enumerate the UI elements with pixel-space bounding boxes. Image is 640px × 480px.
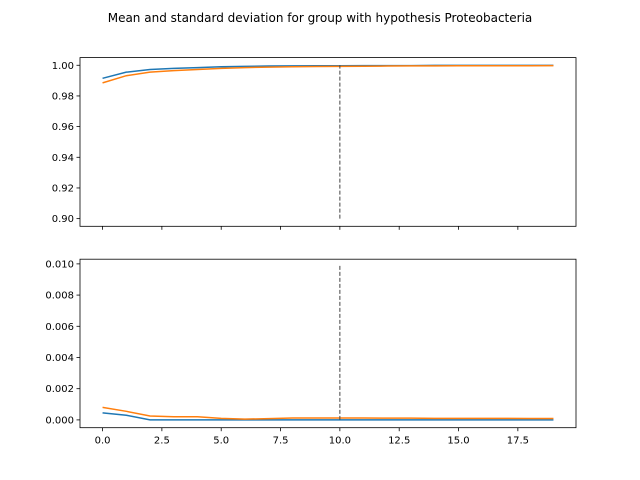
x-tick-label: 0.0 (95, 436, 111, 447)
x-tick-label: 7.5 (273, 436, 289, 447)
x-tick-label: 2.5 (154, 436, 170, 447)
y-tick-label: 0.006 (45, 322, 74, 333)
y-tick-label: 0.010 (45, 259, 74, 270)
y-tick-label: 0.004 (45, 353, 74, 364)
x-tick-label: 17.5 (507, 436, 529, 447)
series-line-2 (102, 64, 554, 84)
y-tick-label: 0.90 (52, 214, 74, 225)
bottom-panel: 0.000 0.002 0.004 0.006 0.008 0.010 0.0 2.5 5.0 7… (45, 258, 577, 447)
y-tick-label: 1.00 (52, 61, 74, 72)
y-tick-label: 0.94 (52, 153, 74, 164)
y-tick-label: 0.008 (45, 291, 74, 302)
axes-frame (79, 57, 577, 227)
chart-title: Mean and standard deviation for group wi… (108, 11, 533, 25)
x-tick-label: 12.5 (388, 436, 410, 447)
y-tick-label: 0.92 (52, 183, 74, 194)
x-tick-label: 15.0 (447, 436, 469, 447)
y-tick-label: 0.002 (45, 384, 74, 395)
series-line-2 (102, 406, 554, 420)
x-tick-label: 5.0 (213, 436, 229, 447)
y-tick-label: 0.96 (52, 122, 74, 133)
series-line-1 (102, 64, 554, 80)
top-panel: 0.90 0.92 0.94 0.96 0.98 1.00 (52, 57, 577, 230)
axes-frame (79, 258, 577, 429)
x-tick-label: 10.0 (329, 436, 351, 447)
y-tick-label: 0.000 (45, 415, 74, 426)
y-tick-label: 0.98 (52, 91, 74, 102)
series-line-1 (102, 412, 554, 421)
